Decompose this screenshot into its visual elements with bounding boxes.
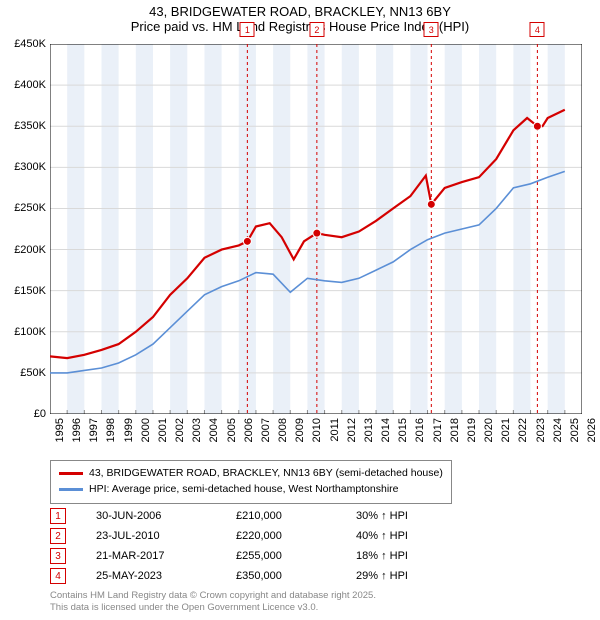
sale-marker-box: 2 [309, 22, 324, 37]
sale-marker-box: 4 [530, 22, 545, 37]
x-tick-label: 2019 [466, 418, 478, 442]
x-tick-label: 2006 [243, 418, 255, 442]
chart-container: 43, BRIDGEWATER ROAD, BRACKLEY, NN13 6BY… [0, 0, 600, 620]
x-tick-label: 2003 [191, 418, 203, 442]
sale-date: 30-JUN-2006 [96, 510, 236, 522]
x-tick-label: 1996 [71, 418, 83, 442]
footer: Contains HM Land Registry data © Crown c… [50, 590, 376, 615]
sale-date: 23-JUL-2010 [96, 530, 236, 542]
y-tick-label: £250K [0, 202, 46, 214]
x-tick-label: 2007 [260, 418, 272, 442]
x-tick-label: 2014 [380, 418, 392, 442]
title-line-2: Price paid vs. HM Land Registry's House … [0, 19, 600, 34]
legend-row: 43, BRIDGEWATER ROAD, BRACKLEY, NN13 6BY… [59, 466, 443, 482]
x-tick-label: 1999 [123, 418, 135, 442]
sale-index-box: 1 [50, 508, 66, 524]
y-tick-label: £300K [0, 161, 46, 173]
sale-index-box: 4 [50, 568, 66, 584]
x-tick-label: 2018 [449, 418, 461, 442]
x-tick-label: 2001 [157, 418, 169, 442]
sale-index-box: 2 [50, 528, 66, 544]
y-tick-label: £450K [0, 38, 46, 50]
sale-price: £220,000 [236, 530, 356, 542]
title-line-1: 43, BRIDGEWATER ROAD, BRACKLEY, NN13 6BY [0, 4, 600, 19]
x-tick-label: 2008 [277, 418, 289, 442]
x-tick-label: 1997 [88, 418, 100, 442]
sale-marker-box: 3 [424, 22, 439, 37]
sale-table: 1 30-JUN-2006£210,00030% ↑ HPI 2 23-JUL-201… [50, 506, 476, 586]
x-tick-label: 1998 [105, 418, 117, 442]
chart-svg [50, 44, 582, 414]
y-tick-label: £150K [0, 285, 46, 297]
sale-delta: 40% ↑ HPI [356, 530, 476, 542]
y-tick-label: £50K [0, 367, 46, 379]
y-tick-label: £200K [0, 244, 46, 256]
y-tick-label: £0 [0, 408, 46, 420]
x-tick-label: 2021 [500, 418, 512, 442]
sale-date: 21-MAR-2017 [96, 550, 236, 562]
x-tick-label: 2009 [294, 418, 306, 442]
x-tick-label: 2017 [432, 418, 444, 442]
sale-price: £210,000 [236, 510, 356, 522]
sale-price: £350,000 [236, 570, 356, 582]
x-tick-label: 2000 [140, 418, 152, 442]
sale-delta: 29% ↑ HPI [356, 570, 476, 582]
sale-index-box: 3 [50, 548, 66, 564]
x-tick-label: 2016 [414, 418, 426, 442]
sale-row: 3 21-MAR-2017£255,00018% ↑ HPI [50, 546, 476, 566]
sale-date: 25-MAY-2023 [96, 570, 236, 582]
sale-row: 2 23-JUL-2010£220,00040% ↑ HPI [50, 526, 476, 546]
footer-line-2: This data is licensed under the Open Gov… [50, 602, 376, 614]
x-tick-label: 2026 [586, 418, 598, 442]
x-tick-label: 2002 [174, 418, 186, 442]
legend-label: 43, BRIDGEWATER ROAD, BRACKLEY, NN13 6BY… [89, 466, 443, 482]
x-tick-label: 2004 [208, 418, 220, 442]
chart-area: £0£50K£100K£150K£200K£250K£300K£350K£400… [50, 44, 582, 414]
legend: 43, BRIDGEWATER ROAD, BRACKLEY, NN13 6BY… [50, 460, 452, 504]
legend-label: HPI: Average price, semi-detached house,… [89, 482, 399, 498]
x-tick-label: 2010 [311, 418, 323, 442]
title-block: 43, BRIDGEWATER ROAD, BRACKLEY, NN13 6BY… [0, 0, 600, 34]
x-tick-label: 2013 [363, 418, 375, 442]
footer-line-1: Contains HM Land Registry data © Crown c… [50, 590, 376, 602]
y-tick-label: £350K [0, 120, 46, 132]
x-tick-label: 2024 [552, 418, 564, 442]
sale-row: 1 30-JUN-2006£210,00030% ↑ HPI [50, 506, 476, 526]
x-tick-label: 2015 [397, 418, 409, 442]
x-tick-label: 2025 [569, 418, 581, 442]
x-tick-label: 2020 [483, 418, 495, 442]
x-tick-label: 2022 [517, 418, 529, 442]
sale-row: 4 25-MAY-2023£350,00029% ↑ HPI [50, 566, 476, 586]
x-tick-label: 2023 [535, 418, 547, 442]
legend-row: HPI: Average price, semi-detached house,… [59, 482, 443, 498]
legend-swatch-blue [59, 488, 83, 491]
x-tick-label: 2005 [226, 418, 238, 442]
x-tick-label: 2012 [346, 418, 358, 442]
sale-price: £255,000 [236, 550, 356, 562]
sale-delta: 18% ↑ HPI [356, 550, 476, 562]
x-tick-label: 2011 [329, 418, 341, 442]
sale-marker-box: 1 [240, 22, 255, 37]
y-tick-label: £100K [0, 326, 46, 338]
y-tick-label: £400K [0, 79, 46, 91]
sale-delta: 30% ↑ HPI [356, 510, 476, 522]
x-tick-label: 1995 [54, 418, 66, 442]
legend-swatch-red [59, 472, 83, 475]
